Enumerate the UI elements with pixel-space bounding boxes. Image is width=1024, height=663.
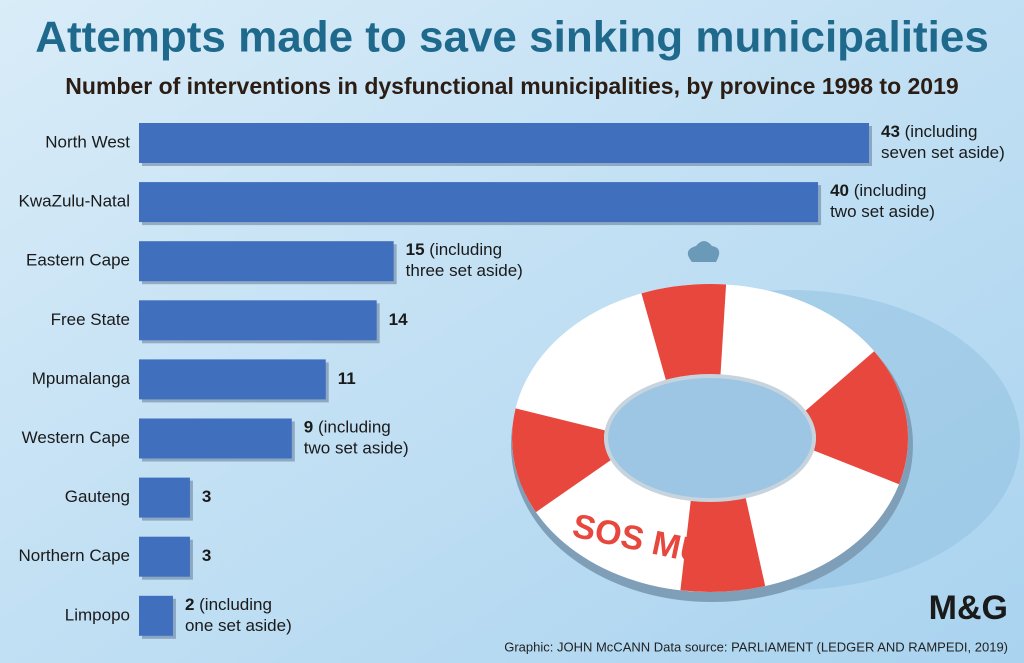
category-label: Free State: [51, 310, 130, 329]
category-label: KwaZulu-Natal: [19, 192, 131, 211]
bar: [139, 418, 292, 459]
category-label: Northern Cape: [18, 546, 130, 565]
value-label: 2 (including one set aside): [185, 595, 292, 635]
category-label: North West: [45, 132, 130, 151]
bar: [139, 359, 326, 400]
bar: [139, 595, 173, 636]
bar: [139, 536, 190, 577]
value-label: 43 (including seven set aside): [881, 122, 1005, 162]
value-label: 3: [202, 546, 211, 565]
value-label: 14: [389, 310, 408, 329]
logo: M&G: [929, 589, 1008, 627]
category-label: Gauteng: [65, 487, 130, 506]
bars: North West 43 (including seven set aside) K…: [18, 122, 1005, 639]
bar: [139, 123, 869, 163]
bar: [139, 182, 819, 223]
category-label: Limpopo: [65, 605, 130, 624]
bar: [139, 241, 394, 282]
bar: [139, 300, 377, 341]
value-label: 40 (including two set aside): [830, 182, 935, 222]
value-label: 11: [338, 369, 356, 388]
chart-title: Attempts made to save sinking municipali…: [35, 13, 989, 62]
chart-subtitle: Number of interventions in dysfunctional…: [65, 73, 958, 99]
value-label: 3: [202, 487, 211, 506]
category-label: Eastern Cape: [26, 251, 130, 270]
lifebuoy: SOS MUNI: [511, 241, 1020, 602]
bar: [139, 477, 190, 518]
category-label: Mpumalanga: [32, 369, 131, 388]
value-label: 9 (including two set aside): [304, 418, 409, 458]
value-label: 15 (including three set aside): [406, 241, 523, 281]
category-label: Western Cape: [22, 428, 130, 447]
source: Graphic: JOHN McCANN Data source: PARLIA…: [504, 639, 1008, 654]
